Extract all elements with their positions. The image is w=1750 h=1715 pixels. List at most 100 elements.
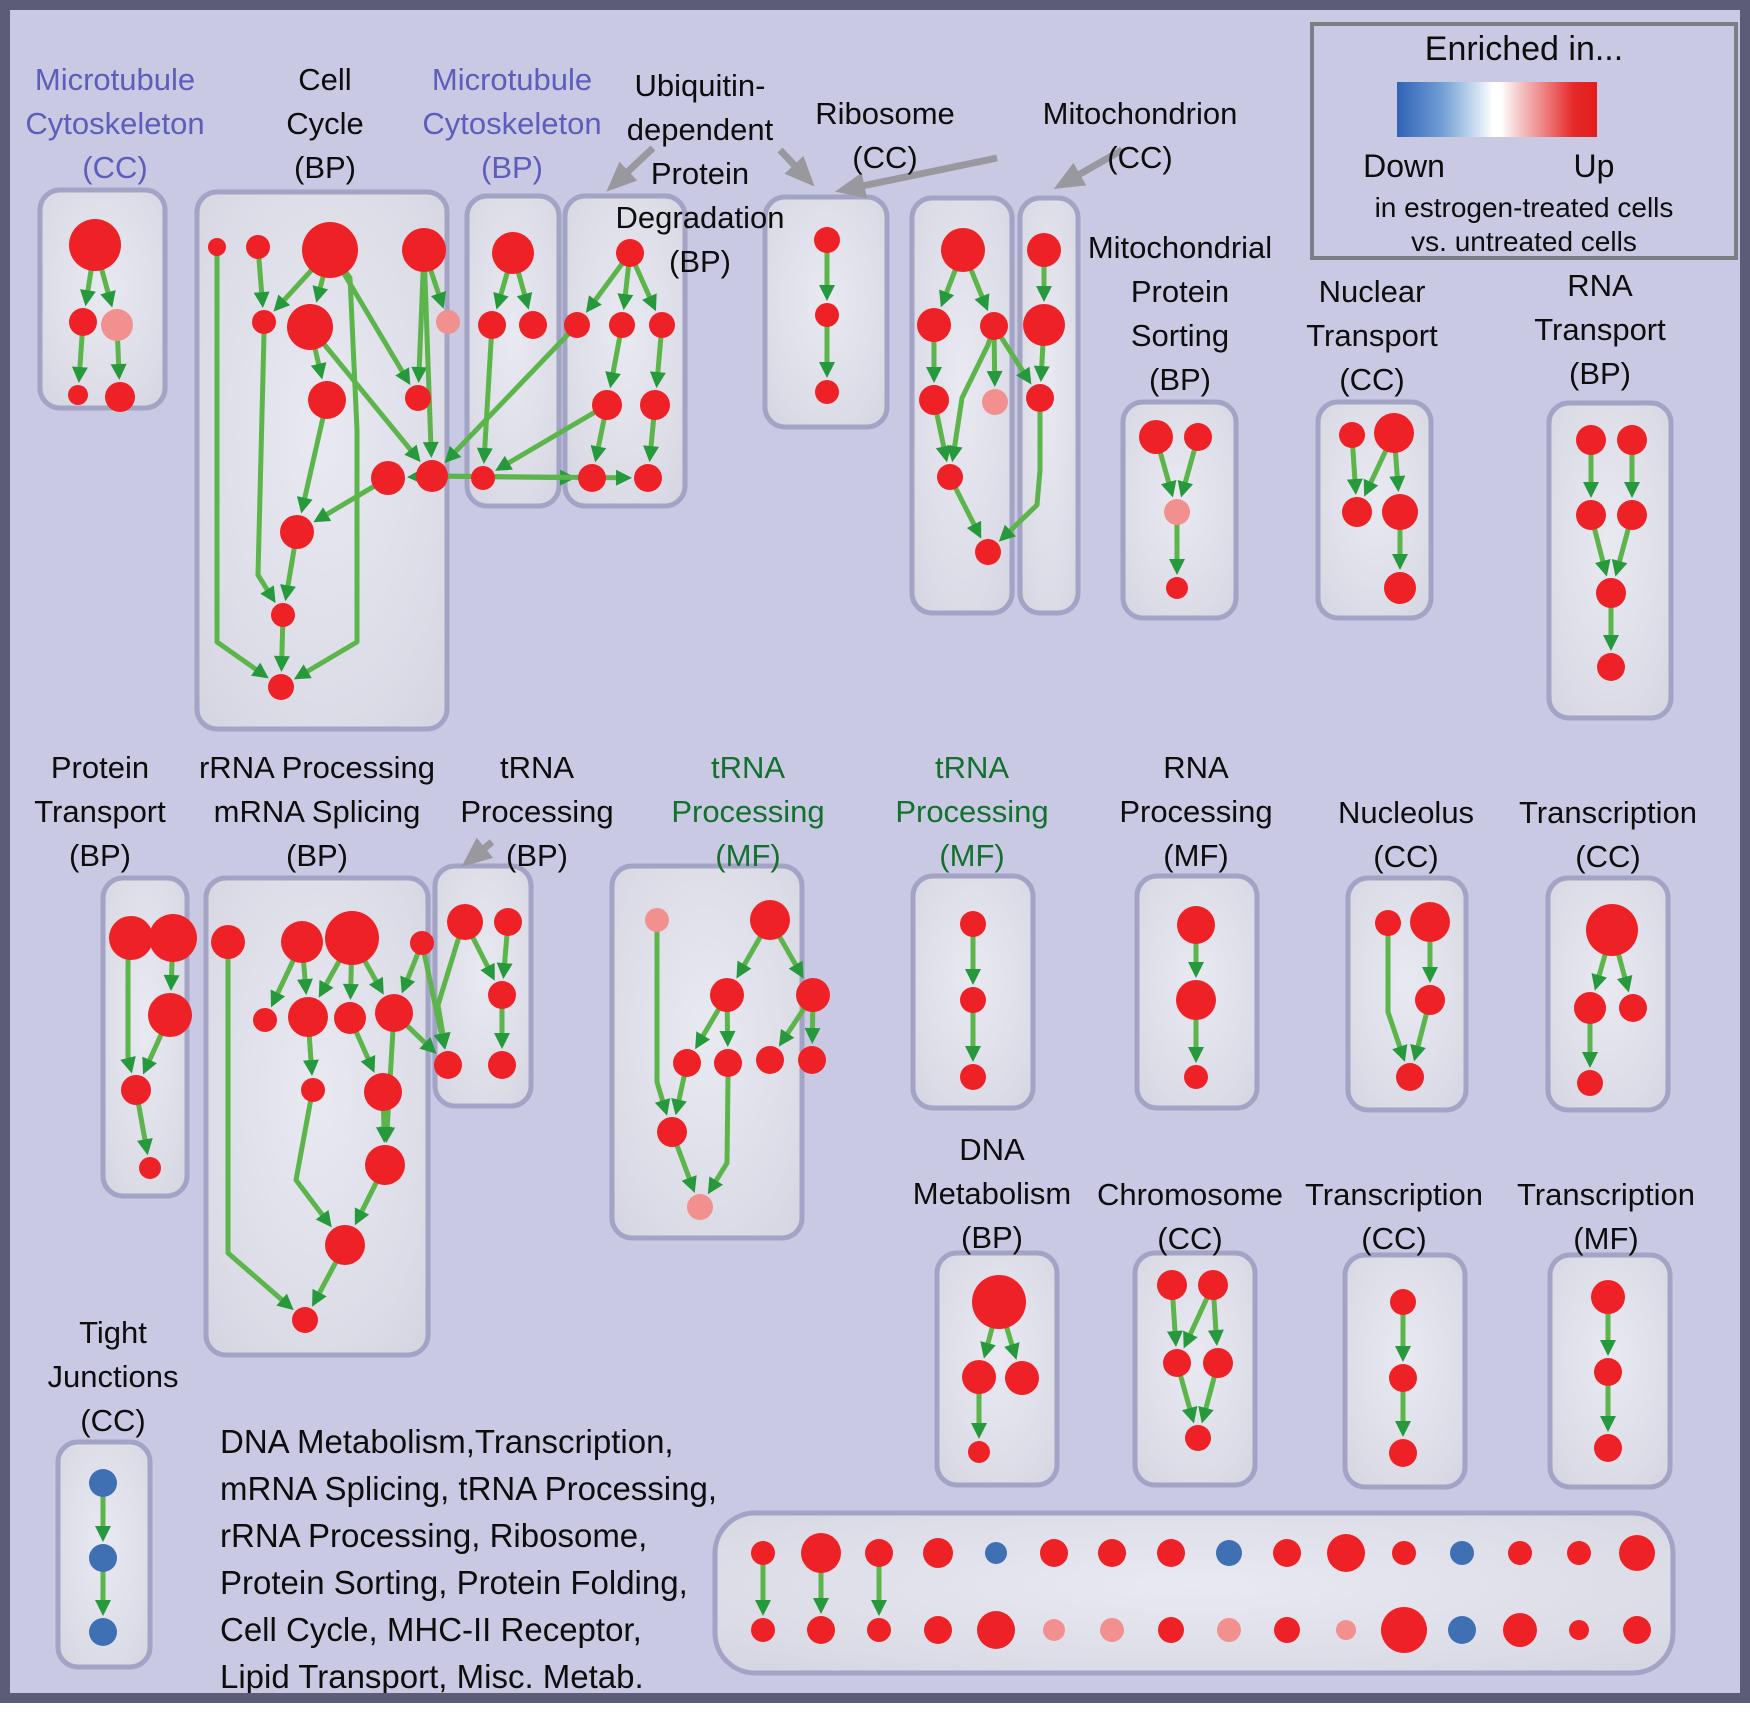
cell-cycle-bp-edge-15-head [251, 662, 269, 679]
mitochondrial-protein-sorting-bp-label-line-2: Protein [1130, 274, 1230, 309]
ubiquitin-degradation-bp-1-edge-8-head [495, 455, 513, 471]
trna-processing-mf-1-node-8 [657, 1117, 687, 1147]
cell-cycle-bp-edge-10-head [313, 507, 332, 523]
mitochondrial-protein-sorting-bp-label: Mitochondrial Protein Sorting (BP) [960, 226, 1400, 402]
misc-enrichment-strip-top-node-6 [1098, 1539, 1126, 1567]
ribosome-cc-node-3 [919, 385, 949, 415]
misc-enrichment-strip-bottom-node-11 [1381, 1607, 1427, 1653]
cell-cycle-bp-node-9 [371, 461, 405, 495]
ribosome-cc-node-1 [917, 308, 951, 342]
ubiquitin-dependent-protein-degradation-bp-label: Ubiquitin-dependent Protein Degradation (BP… [480, 64, 920, 284]
trna-processing-mf-1-node-6 [756, 1046, 784, 1074]
rna-transport-bp-edge-2-head [1595, 559, 1611, 577]
nucleolus-cc-edge-0-head [1392, 1044, 1408, 1062]
chromosome-cc-edge-1-head [1183, 1330, 1198, 1349]
pointer-ubiquitin-box1 [622, 145, 656, 178]
mitochondrial-protein-sorting-bp-label-line-4: (BP) [1149, 362, 1211, 397]
rna-processing-mf-label-line-1: RNA [1163, 750, 1229, 785]
rrna-processing-mrna-splicing-bp-edge-5-head [400, 975, 416, 994]
transcription-cc-1-label-line-2: (CC) [1575, 839, 1641, 874]
misc-enrichment-strip-bottom-node-7 [1158, 1617, 1184, 1643]
pointer-ubiquitin-box1-head [606, 161, 638, 192]
ribosome-cc-node-2 [980, 312, 1008, 340]
cell-cycle-bp-edge-9-head [296, 496, 313, 514]
dna-metabolism-bp-edge-0-head [980, 1341, 996, 1359]
transcription-cc-2-edge-0-head [1395, 1346, 1411, 1362]
rrna-processing-mrna-splicing-bp-node-4 [253, 1008, 277, 1032]
protein-transport-bp-node-0 [109, 916, 153, 960]
rrna-processing-mrna-splicing-bp-node-12 [292, 1307, 318, 1333]
protein-transport-bp-edge-0-head [120, 1056, 136, 1074]
ribosome-cc-node-0 [941, 228, 985, 272]
nucleolus-cc-node-2 [1415, 985, 1445, 1015]
dna-metabolism-bp-node-2 [1005, 1361, 1039, 1395]
trna-processing-mf-1-edge-4-head [778, 1028, 795, 1047]
transcription-cc-1-node-1 [1574, 992, 1606, 1024]
pointer-ubiquitin-box2-short-head [784, 155, 815, 187]
trna-processing-mf-2-edge-1-head [965, 1046, 981, 1062]
misc-enrichment-strip-bottom-node-13 [1503, 1613, 1537, 1647]
cell-cycle-bp-edge-3-head [395, 367, 411, 386]
rrna-processing-mrna-splicing-bp-edge-9-head [375, 1126, 392, 1144]
trna-processing-mf-2-label-line-3: (MF) [939, 838, 1005, 873]
microtubule-cytoskeleton-bp-edge-1-head [516, 292, 533, 310]
trna-processing-mf-2-node-0 [960, 911, 986, 937]
protein-transport-bp-edge-1-head [163, 974, 180, 992]
cell-cycle-bp-node-4 [252, 310, 276, 334]
ribosome-cc-label: Ribosome (CC) [665, 92, 1105, 180]
trna-processing-mf-1-edge-8-head [681, 1175, 697, 1193]
mitochondrion-cc-node-1 [1023, 304, 1065, 346]
microtubule-cytoskeleton-cc-node-1 [69, 308, 97, 336]
mitochondrial-protein-sorting-bp-node-3 [1166, 577, 1188, 599]
chromosome-cc-label: Chromosome (CC) [970, 1173, 1410, 1261]
rna-transport-bp-node-2 [1576, 500, 1606, 530]
rna-transport-bp-label-line-1: RNA [1567, 268, 1633, 303]
dna-metabolism-bp-label-line-2: Metabolism [912, 1176, 1072, 1211]
rna-transport-bp-node-0 [1576, 425, 1606, 455]
misc-enrichment-strip-bottom-node-10 [1336, 1620, 1356, 1640]
rna-transport-bp-node-4 [1596, 578, 1626, 608]
cell-cycle-bp-edge-6 [421, 249, 434, 448]
rrna-processing-mrna-splicing-bp-label-line-2: mRNA Splicing [213, 794, 421, 829]
misc-enrichment-strip-top-node-4 [985, 1542, 1007, 1564]
misc-enrichment-strip-top-node-10 [1327, 1534, 1365, 1572]
pointer-mitochondrion [1073, 146, 1124, 180]
cell-cycle-bp-node-10 [280, 515, 314, 549]
ribosome-cc-label-line-2: (CC) [852, 140, 918, 175]
ubiquitin-degradation-bp-1-edge-7-head [444, 445, 462, 464]
chromosome-cc-node-3 [1203, 1348, 1233, 1378]
ubiquitin-degradation-bp-2-edge-0-head [819, 285, 835, 301]
misc-enrichment-strip-top-node-5 [1040, 1539, 1068, 1567]
rna-transport-bp-node-1 [1617, 425, 1647, 455]
mitochondrial-protein-sorting-bp-label-line-1: Mitochondrial [1087, 230, 1273, 265]
nuclear-transport-cc-edge-3-head [1392, 554, 1408, 570]
rna-processing-mf-edge-1-head [1188, 1047, 1204, 1063]
transcription-cc-2-label-line-1: Transcription [1304, 1177, 1484, 1212]
misc-enrichment-strip-top-node-2 [865, 1539, 893, 1567]
tight-junctions-cc-node-1 [89, 1544, 117, 1572]
cell-cycle-bp-edge-5-head [411, 366, 428, 384]
cell-cycle-bp-node-6 [436, 310, 460, 334]
protein-transport-bp-node-2 [148, 993, 192, 1037]
rrna-processing-mrna-splicing-bp-node-6 [334, 1002, 366, 1034]
ubiquitin-degradation-bp-1-edge-0-head [585, 295, 602, 313]
transcription-mf-label-line-1: Transcription [1516, 1177, 1696, 1212]
pointer-ubiquitin-box2-long [858, 154, 998, 190]
trna-processing-mf-1-edge-0-head [736, 960, 752, 979]
cell-cycle-bp-edge-7-head [310, 362, 327, 380]
mitochondrial-protein-sorting-bp-label-line-3: Sorting [1130, 318, 1230, 353]
trna-processing-mf-2-node-1 [960, 987, 986, 1013]
legend-title: Enriched in... [1424, 30, 1624, 68]
rna-processing-mf-node-0 [1177, 906, 1215, 944]
rrna-processing-mrna-splicing-bp-label-line-3: (BP) [286, 838, 348, 873]
microtubule-cytoskeleton-bp-node-1 [478, 311, 506, 339]
ubiquitin-degradation-bp-2-node-2 [815, 380, 839, 404]
nuclear-transport-cc-label-line-3: (CC) [1339, 362, 1405, 397]
trna-processing-mf-2-label-line-1: tRNA [934, 750, 1010, 785]
misc-enrichment-strip-top-node-12 [1450, 1541, 1474, 1565]
trna-processing-mf-1-label-line-3: (MF) [715, 838, 781, 873]
dna-metabolism-bp-node-3 [968, 1441, 990, 1463]
mitochondrial-protein-sorting-bp-node-2 [1164, 499, 1190, 525]
microtubule-cytoskeleton-bp-edge-2 [481, 324, 495, 454]
trna-processing-bp-node-1 [494, 908, 522, 936]
